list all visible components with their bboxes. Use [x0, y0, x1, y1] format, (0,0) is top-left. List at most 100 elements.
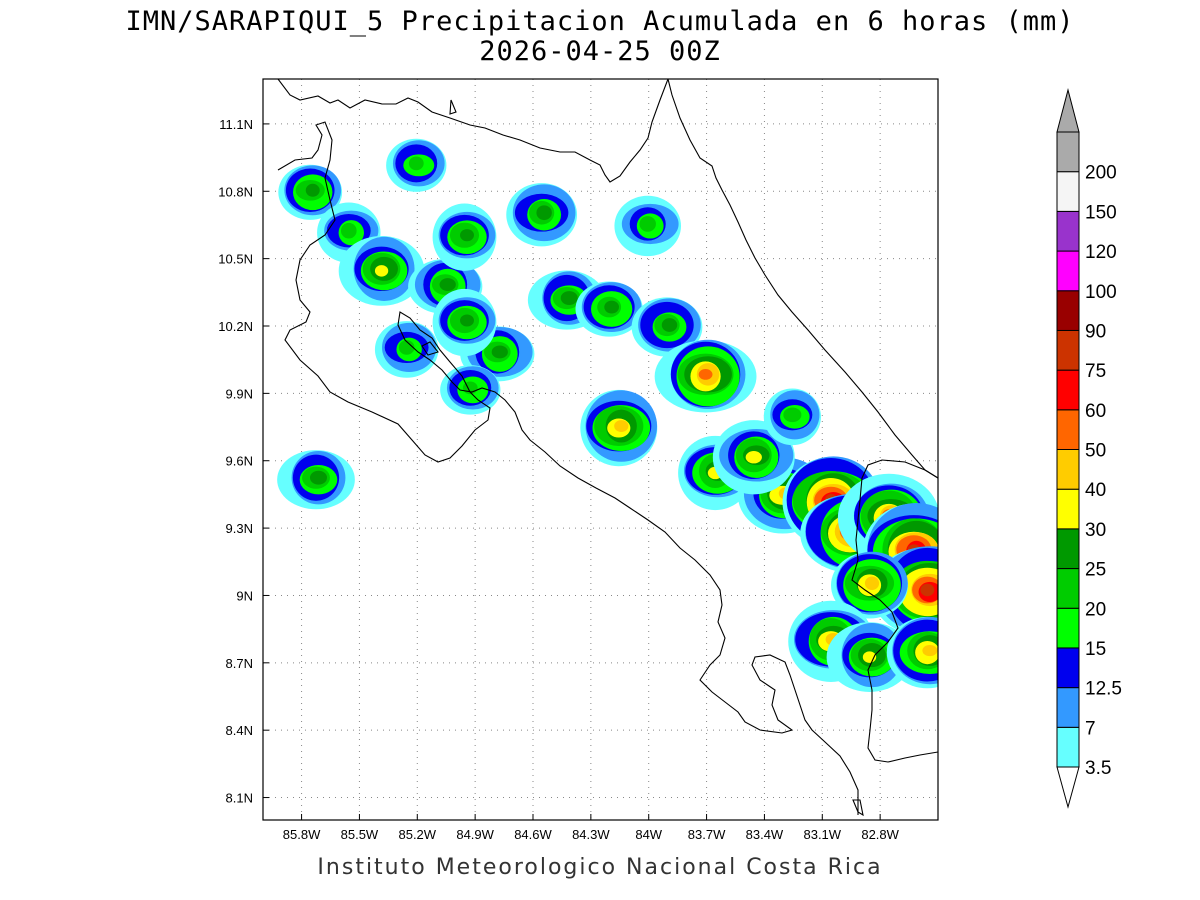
rain-contour: [922, 645, 938, 657]
colorbar-label: 12.5: [1085, 679, 1122, 700]
rain-cell: [338, 235, 425, 306]
y-tick-label: 8.1N: [226, 791, 253, 806]
colorbar-segment: [1056, 647, 1080, 689]
rain-cell: [440, 365, 501, 415]
y-tick-label: 10.5N: [218, 252, 253, 267]
rain-contour: [491, 345, 508, 359]
colorbar-label: 40: [1085, 480, 1106, 501]
y-tick-label: 9.6N: [226, 454, 253, 469]
rain-contour: [604, 300, 620, 314]
x-tick-label: 85.2W: [398, 827, 436, 842]
x-tick-label: 83.1W: [803, 827, 841, 842]
colorbar-label: 120: [1085, 242, 1117, 263]
rain-contour: [305, 183, 320, 197]
colorbar-segment: [1056, 409, 1080, 450]
rain-cell: [631, 297, 703, 357]
colorbar-label: 20: [1085, 599, 1106, 620]
rain-contour: [408, 156, 424, 171]
rain-cell: [277, 450, 355, 510]
colorbar-label: 50: [1085, 441, 1106, 462]
colorbar-segment: [1056, 726, 1080, 768]
colorbar-segment: [1056, 290, 1080, 331]
map-title: IMN/SARAPIQUI_5 Precipitacion Acumulada …: [125, 6, 1075, 37]
precipitation-field: [277, 138, 938, 692]
y-tick-label: 9.9N: [226, 386, 253, 401]
colorbar-segment: [1056, 488, 1080, 530]
colorbar-label: 7: [1085, 718, 1096, 739]
island: [421, 341, 439, 356]
colorbar-segment: [1056, 171, 1080, 212]
colorbar-segment: [1056, 131, 1080, 173]
y-tick-label: 8.4N: [226, 723, 253, 738]
colorbar-label: 3.5: [1085, 758, 1111, 779]
rain-cell: [432, 288, 497, 357]
colorbar-segment: [1056, 607, 1080, 649]
rain-contour: [745, 451, 762, 464]
rain-cell: [374, 321, 439, 378]
rain-contour: [639, 216, 656, 232]
rain-cell: [886, 616, 938, 689]
colorbar-label: 30: [1085, 520, 1106, 541]
x-tick-label: 84W: [635, 827, 662, 842]
y-tick-label: 10.8N: [218, 184, 253, 199]
colorbar-label: 25: [1085, 560, 1106, 581]
x-tick-label: 84.3W: [572, 827, 610, 842]
x-tick-label: 85.5W: [341, 827, 379, 842]
y-axis: 11.1N 10.8N 10.5N 10.2N 9.9N 9.6N 9.3N 9N 8.7N 8.…: [218, 117, 269, 806]
rain-cell: [763, 388, 821, 446]
x-tick-label: 84.9W: [456, 827, 494, 842]
y-tick-label: 8.7N: [226, 656, 253, 671]
colorbar-label: 60: [1085, 401, 1106, 422]
rain-cell: [506, 183, 578, 247]
colorbar-over-triangle: [1056, 88, 1080, 133]
rain-contour: [661, 318, 678, 332]
x-tick-label: 82.8W: [861, 827, 899, 842]
y-tick-label: 9.3N: [226, 521, 253, 536]
rain-contour: [309, 470, 328, 485]
rain-cell: [432, 203, 497, 271]
colorbar-segment: [1056, 528, 1080, 570]
footer-credit: Instituto Meteorologico Nacional Costa R…: [317, 855, 883, 880]
x-tick-label: 83.7W: [688, 827, 726, 842]
x-tick-label: 85.8W: [283, 827, 321, 842]
colorbar-segment: [1056, 210, 1080, 252]
rain-contour: [614, 420, 629, 432]
colorbar-segment: [1056, 687, 1080, 728]
plot-frame: [262, 78, 939, 821]
rain-cell: [575, 281, 643, 337]
nicaragua-border: [277, 79, 669, 183]
island: [852, 799, 864, 817]
colorbar-segment: [1056, 568, 1080, 609]
rain-contour: [864, 576, 880, 590]
colorbar-label: 200: [1085, 163, 1117, 184]
colorbar-segment: [1056, 449, 1080, 490]
rain-contour: [560, 291, 578, 305]
y-tick-label: 11.1N: [219, 117, 253, 132]
rain-contour: [374, 265, 389, 277]
colorbar-label: 15: [1085, 639, 1106, 660]
colorbar-segment: [1056, 250, 1080, 292]
colorbar: 3.5 7 12.5 15 20 25 30 40 50 60 75 90 100 120 150 200: [1056, 88, 1122, 809]
caribbean-coast: [667, 79, 938, 479]
rain-cell: [831, 551, 908, 619]
panama-border: [851, 459, 938, 763]
rain-cell: [654, 339, 757, 413]
colorbar-label: 75: [1085, 361, 1106, 382]
x-tick-label: 83.4W: [746, 827, 784, 842]
coastline: [277, 79, 938, 817]
pacific-coast-north: [277, 121, 859, 815]
y-tick-label: 9N: [236, 588, 253, 603]
rain-contour: [439, 278, 456, 292]
rain-cell: [580, 389, 658, 467]
rain-contour: [920, 583, 935, 597]
colorbar-under-triangle: [1056, 766, 1080, 809]
rain-contour: [536, 205, 552, 221]
y-tick-label: 10.2N: [218, 319, 253, 334]
rain-contour: [460, 229, 474, 242]
rain-cell: [386, 138, 447, 192]
rain-cell: [278, 164, 343, 220]
colorbar-label: 150: [1085, 202, 1117, 223]
colorbar-segment: [1056, 329, 1080, 371]
rain-cell: [614, 195, 681, 257]
